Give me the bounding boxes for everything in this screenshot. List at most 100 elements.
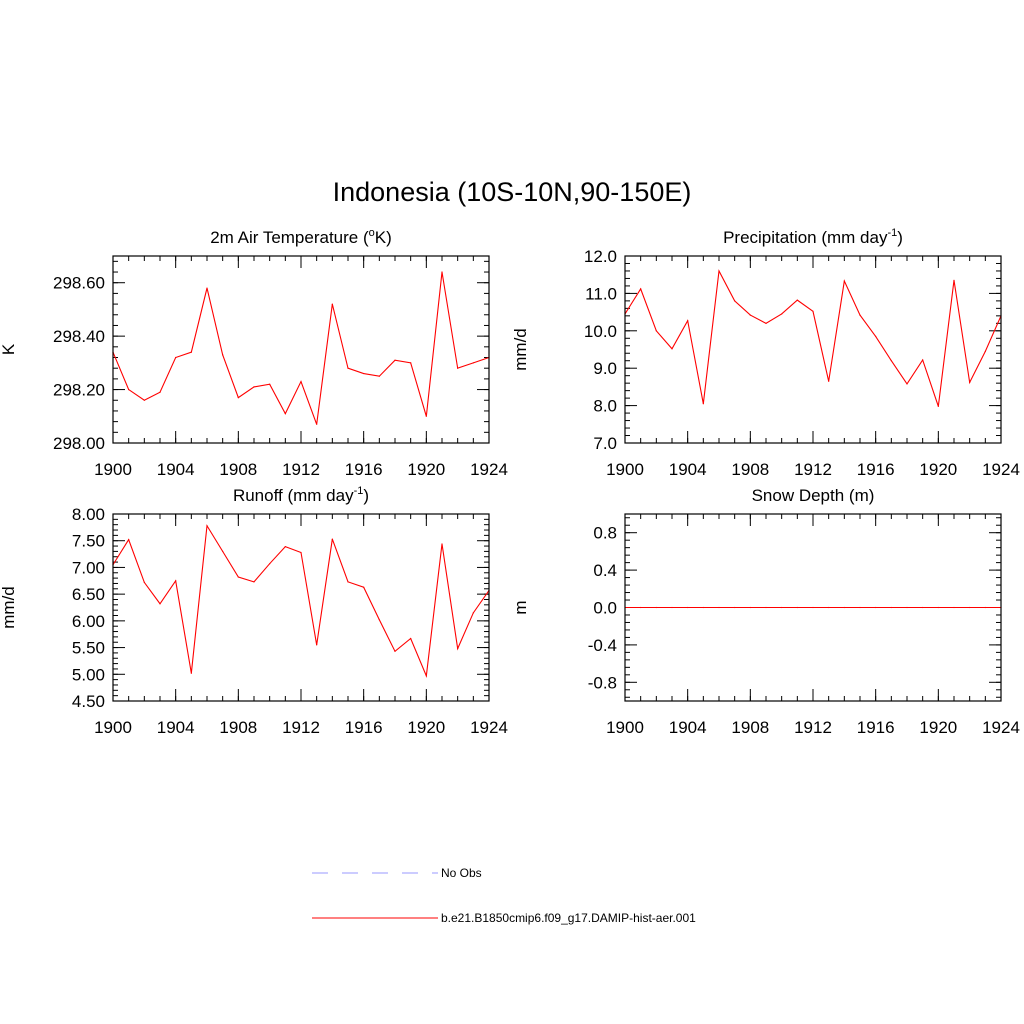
legend-item: b.e21.B1850cmip6.f09_g17.DAMIP-hist-aer.… xyxy=(312,911,696,925)
data-point xyxy=(749,606,751,609)
x-tick-label: 1920 xyxy=(919,460,957,479)
x-tick-label: 1904 xyxy=(669,460,707,479)
y-tick-label: 6.50 xyxy=(72,585,105,604)
data-point xyxy=(687,606,689,609)
y-tick-label: 6.00 xyxy=(72,612,105,631)
data-point xyxy=(875,606,877,609)
x-tick-label: 1904 xyxy=(157,718,195,737)
data-point xyxy=(175,580,177,582)
y-tick-label: 7.50 xyxy=(72,532,105,551)
y-tick-label: 298.20 xyxy=(53,381,105,400)
data-point xyxy=(655,606,657,609)
x-tick-label: 1912 xyxy=(282,460,320,479)
data-point xyxy=(922,606,924,609)
panel-title: 2m Air Temperature (oK) xyxy=(210,227,392,247)
plot-frame xyxy=(112,255,490,444)
data-point xyxy=(984,606,986,609)
data-point xyxy=(718,606,720,609)
data-point xyxy=(671,348,673,350)
data-point xyxy=(984,350,986,352)
x-tick-label: 1900 xyxy=(606,460,644,479)
data-point xyxy=(890,360,892,362)
y-tick-label: 0.4 xyxy=(593,561,617,580)
data-point xyxy=(781,606,783,609)
x-tick-label: 1900 xyxy=(606,718,644,737)
data-point xyxy=(796,606,798,609)
x-tick-label: 1924 xyxy=(982,718,1020,737)
data-point xyxy=(175,356,177,359)
data-point xyxy=(190,672,192,674)
y-tick-label: 12.0 xyxy=(584,247,617,266)
plot-frame xyxy=(624,513,1002,702)
panel-title: Runoff (mm day-1) xyxy=(233,485,369,505)
y-tick-label: 7.00 xyxy=(72,558,105,577)
data-point xyxy=(969,381,971,384)
data-point xyxy=(410,637,412,640)
legend: No Obs b.e21.B1850cmip6.f09_g17.DAMIP-his… xyxy=(312,866,696,925)
data-point xyxy=(765,322,767,324)
y-tick-label: 5.00 xyxy=(72,665,105,684)
data-point xyxy=(875,335,877,338)
data-point xyxy=(828,606,830,609)
y-axis-label: m xyxy=(511,600,530,614)
panel-temp: 2m Air Temperature (oK) K 1900 1904 1908 1912… xyxy=(0,227,508,479)
data-point xyxy=(363,586,365,588)
data-point xyxy=(253,386,255,388)
y-tick-label: 4.50 xyxy=(72,692,105,711)
data-point xyxy=(378,619,380,621)
data-point xyxy=(702,606,704,609)
panel-title: Precipitation (mm day-1) xyxy=(723,227,903,247)
data-point xyxy=(441,271,443,273)
data-point xyxy=(425,675,427,677)
x-tick-label: 1916 xyxy=(345,718,383,737)
data-point xyxy=(655,330,657,332)
y-tick-label: 9.0 xyxy=(593,359,617,378)
data-point xyxy=(190,351,192,353)
data-point xyxy=(640,606,642,609)
data-point xyxy=(378,375,380,377)
data-point xyxy=(269,563,271,565)
data-point xyxy=(765,606,767,609)
data-point xyxy=(922,359,924,361)
data-point xyxy=(457,648,459,650)
data-point xyxy=(237,576,239,578)
x-tick-label: 1900 xyxy=(94,460,132,479)
data-point xyxy=(394,650,396,652)
data-point xyxy=(222,354,224,356)
x-tick-label: 1912 xyxy=(794,718,832,737)
data-point xyxy=(128,388,130,391)
data-point xyxy=(284,545,286,548)
data-point xyxy=(718,270,720,272)
data-point xyxy=(410,362,412,364)
x-tick-label: 1920 xyxy=(407,460,445,479)
data-point xyxy=(843,606,845,609)
data-point xyxy=(828,380,830,382)
x-tick-label: 1916 xyxy=(345,460,383,479)
y-tick-label: 0.8 xyxy=(593,524,617,543)
y-tick-label: 298.00 xyxy=(53,434,105,453)
data-point xyxy=(253,581,255,583)
data-point xyxy=(316,644,318,646)
x-tick-label: 1916 xyxy=(857,718,895,737)
panel-snow: Snow Depth (m) m 1900 1904 1908 1912 1916 1920 1… xyxy=(511,486,1020,737)
data-point xyxy=(316,423,318,425)
data-point xyxy=(859,606,861,609)
plot-frame xyxy=(112,513,490,702)
data-point xyxy=(331,538,333,540)
data-point xyxy=(472,612,474,614)
data-point xyxy=(781,313,783,315)
data-point xyxy=(953,279,955,281)
data-point xyxy=(143,399,145,401)
data-point xyxy=(812,606,814,609)
data-point xyxy=(143,581,145,583)
data-point xyxy=(300,380,302,383)
legend-item: No Obs xyxy=(312,866,482,880)
data-point xyxy=(394,359,396,361)
x-tick-label: 1912 xyxy=(282,718,320,737)
y-axis-label: K xyxy=(0,343,18,355)
data-point xyxy=(702,403,704,405)
y-axis-label: mm/d xyxy=(511,328,530,371)
data-point xyxy=(347,367,349,369)
data-point xyxy=(640,288,642,290)
data-point xyxy=(300,551,302,554)
